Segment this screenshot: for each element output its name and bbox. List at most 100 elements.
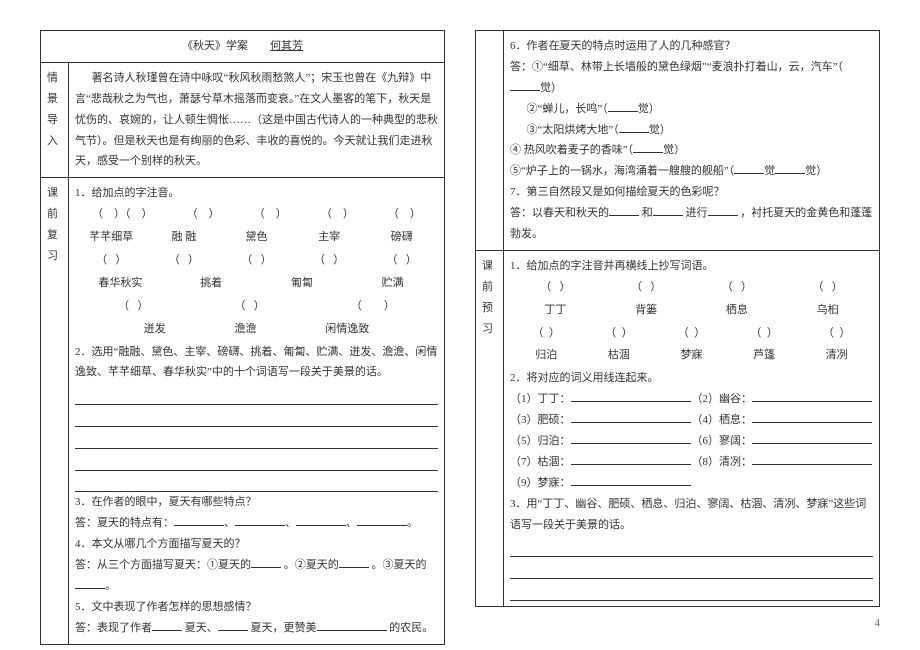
word: 归泊 xyxy=(510,345,583,366)
blank-line xyxy=(75,473,438,493)
q4-a2: 。②夏天的 xyxy=(284,559,339,571)
q6-a4b: 觉） xyxy=(663,144,685,156)
paren-cell: （ ） xyxy=(605,323,633,344)
right-column: 6．作者在夏天的特点时运用了人的几种感官？ 答：①“细草、林带上长墙般的黛色绿烟… xyxy=(475,20,880,630)
blank xyxy=(752,412,872,423)
blank xyxy=(633,142,663,153)
blank xyxy=(752,391,872,402)
p2-row-3: （5）归泊： （6）寥阔： xyxy=(510,431,873,452)
p2-item xyxy=(692,473,874,494)
preview-row: 课前预习 1．给加点的字注音并再横线上抄写词语。 （ ） （ ） （ ） （ ）… xyxy=(476,250,880,606)
label: （7）枯涸： xyxy=(510,456,571,468)
paren-cell: （ ） xyxy=(388,204,421,225)
paren-cell: （ ） xyxy=(750,323,778,344)
blank xyxy=(571,391,691,402)
word: 栖息 xyxy=(692,300,783,321)
word: 澹澹 xyxy=(235,319,257,340)
q4-answer: 答：从三个方面描写夏天：①夏天的 。②夏天的 。③夏天的。 xyxy=(75,555,438,597)
p1-words-2: 归泊 枯涸 梦寐 芦篷 清冽 xyxy=(510,345,873,366)
q5-a3: 夏天，更赞美 xyxy=(251,622,317,634)
q6-ans4: ④ 热风吹着麦子的香味”（ 觉） xyxy=(510,140,873,161)
paren-cell: （ ） xyxy=(351,296,395,317)
blank-line xyxy=(75,385,438,405)
left-table: 《秋天》学案 何其芳 情景导入 著名诗人秋瑾曾在诗中咏叹“秋风秋雨愁煞人”；宋玉… xyxy=(40,30,445,645)
blank-line xyxy=(510,559,873,579)
q4: 4．本文从哪几个方面描写夏天的？ xyxy=(75,534,438,555)
q1-paren-bot: （ ） （ ） （ ） xyxy=(75,296,438,317)
p1-words-1: 丁丁 背篓 栖息 乌桕 xyxy=(510,300,873,321)
p2-row-4: （7）枯涸： （8）清冽： xyxy=(510,452,873,473)
q6-a1-prefix: 答：①“细草、林带上长墙般的黛色绿烟”“麦浪扑打着山，云，汽车”（ xyxy=(510,61,843,73)
p2-row-1: （1）丁丁： （2）幽谷： xyxy=(510,389,873,410)
review-row: 课前复习 1．给加点的字注音。 （ ）（ ） （ ） （ ） （ ） （ ） 芊… xyxy=(41,178,445,644)
empty-side xyxy=(476,31,504,251)
title-row: 《秋天》学案 何其芳 xyxy=(41,31,445,63)
q4-a3: 。③夏天的 xyxy=(372,559,427,571)
q6-a2b: 觉） xyxy=(638,103,660,115)
word: 丁丁 xyxy=(510,300,601,321)
label: （6）寥阔： xyxy=(692,435,753,447)
paren-cell: （ ） xyxy=(533,323,561,344)
paren-cell: （ ） xyxy=(241,250,271,271)
paren-cell: （ ） xyxy=(118,296,148,317)
q5-a1: 答：表现了作者 xyxy=(75,622,152,634)
q6-a4a: ④ 热风吹着麦子的香味”（ xyxy=(510,144,633,156)
blank-line xyxy=(75,407,438,427)
p2-item: （3）肥硕： xyxy=(510,410,692,431)
p2-item: （2）幽谷： xyxy=(692,389,874,410)
q6-a1-suffix: 觉） xyxy=(540,82,562,94)
blank xyxy=(152,620,182,631)
intro-label: 情景导入 xyxy=(41,62,69,177)
word: 匍匐 xyxy=(257,273,348,294)
q1: 1．给加点的字注音。 xyxy=(75,183,438,204)
q5-a2: 夏天、 xyxy=(185,622,218,634)
q2: 2．选用“融融、黛色、主宰、磅礴、挑着、匍匐、贮满、迸发、澹澹、闲情逸致、芊芊细… xyxy=(75,342,438,384)
blank xyxy=(752,433,872,444)
blank xyxy=(752,454,872,465)
preview-content: 1．给加点的字注音并再横线上抄写词语。 （ ） （ ） （ ） （ ） 丁丁 背… xyxy=(504,250,880,606)
blank xyxy=(251,557,281,568)
word: 春华秋实 xyxy=(75,273,166,294)
page-number: 4 xyxy=(475,613,880,634)
p2-item: （1）丁丁： xyxy=(510,389,692,410)
paren-cell: （ ） xyxy=(823,323,851,344)
preview-label: 课前预习 xyxy=(476,250,504,606)
q6-a3a: ③“太阳烘烤大地”（ xyxy=(527,124,619,136)
paren-cell: （ ） xyxy=(387,250,417,271)
word: 芊芊细草 xyxy=(75,227,148,248)
label: （9）梦寐： xyxy=(510,477,571,489)
blank xyxy=(608,101,638,112)
q7: 7．第三自然段又是如何描绘夏天的色彩呢？ xyxy=(510,182,873,203)
p2-row-5: （9）梦寐： xyxy=(510,473,873,494)
doc-title: 《秋天》学案 xyxy=(182,40,248,52)
blank xyxy=(174,515,224,526)
word: 黛色 xyxy=(220,227,293,248)
label: （5）归泊： xyxy=(510,435,571,447)
word: 闲情逸致 xyxy=(325,319,369,340)
p1-paren-1: （ ） （ ） （ ） （ ） xyxy=(510,277,873,298)
intro-text: 著名诗人秋瑾曾在诗中咏叹“秋风秋雨愁煞人”；宋玉也曾在《九辩》中言“悲哉秋之为气… xyxy=(75,68,438,172)
blank-line xyxy=(75,451,438,471)
q6: 6．作者在夏天的特点时运用了人的几种感官？ xyxy=(510,36,873,57)
q1-words-3: 迸发 澹澹 闲情逸致 xyxy=(75,319,438,340)
q7-answer: 答：以春天和秋天的 和 进行 ，衬托夏天的金黄色和蓬蓬勃发。 xyxy=(510,203,873,245)
q1-paren-top: （ ）（ ） （ ） （ ） （ ） （ ） xyxy=(75,204,438,225)
paren-cell: （ ） xyxy=(722,277,752,298)
blank xyxy=(619,122,649,133)
paren-cell: （ ） xyxy=(169,250,199,271)
left-column: 《秋天》学案 何其芳 情景导入 著名诗人秋瑾曾在诗中咏叹“秋风秋雨愁煞人”；宋玉… xyxy=(40,20,445,630)
paren-cell: （ ） xyxy=(540,277,570,298)
q6-a2a: ②“蝉儿，长鸣”（ xyxy=(527,103,608,115)
q1-words-1: 芊芊细草 融 融 黛色 主宰 磅礴 xyxy=(75,227,438,248)
blank-line xyxy=(510,581,873,601)
p2-row-2: （3）肥硕： （4）栖息： xyxy=(510,410,873,431)
p2-item: （9）梦寐： xyxy=(510,473,692,494)
p2-item: （5）归泊： xyxy=(510,431,692,452)
blank xyxy=(296,515,346,526)
word: 贮满 xyxy=(347,273,438,294)
q5: 5．文中表现了作者怎样的思想感情？ xyxy=(75,597,438,618)
q3: 3．在作者的眼中，夏天有哪些特点？ xyxy=(75,492,438,513)
label: （3）肥硕： xyxy=(510,414,571,426)
p3: 3．用“丁丁、幽谷、肥硕、栖息、归泊、寥阔、枯涸、清冽、梦寐”这些词语写一段关于… xyxy=(510,494,873,536)
paren-cell: （ ） xyxy=(187,204,220,225)
